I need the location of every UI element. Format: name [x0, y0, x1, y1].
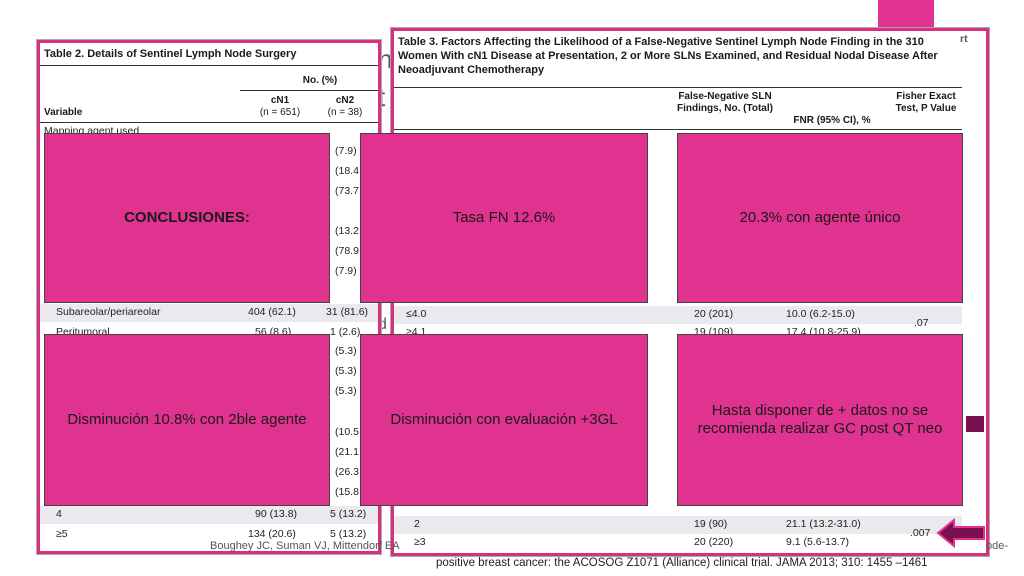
- table-row-label: Subareolar/periareolar: [56, 306, 161, 318]
- col-fn-header: False-Negative SLN Findings, No. (Total): [677, 91, 773, 114]
- decorative-tab: [878, 0, 934, 30]
- table-cell-fragment: (5.3): [335, 345, 357, 357]
- table-row-band: [394, 306, 962, 324]
- single-agent-box: 20.3% con agente único: [677, 133, 963, 303]
- table-cell-fragment: (5.3): [335, 385, 357, 397]
- col-variable-header: Variable: [44, 107, 83, 118]
- divider: [394, 129, 962, 130]
- background-text-fragment: n: [378, 44, 393, 74]
- table-row-label: ≥3: [414, 536, 426, 548]
- table-cell-fragment: (21.1: [335, 446, 359, 458]
- dual-agent-box: Disminución 10.8% con 2ble agente: [44, 334, 330, 506]
- table-cell: 20 (220): [694, 536, 734, 548]
- col-cn1-n: (n = 651): [259, 107, 301, 118]
- col-cn2-n: (n = 38): [327, 107, 363, 118]
- table-row-label: 2: [414, 518, 420, 530]
- p-value: .07: [914, 317, 929, 329]
- p-value: .007: [910, 527, 931, 539]
- divider: [40, 122, 378, 123]
- col-cn1-header: cN1: [270, 95, 290, 106]
- table-cell-fragment: (7.9): [335, 265, 357, 277]
- table2-title: Table 2. Details of Sentinel Lymph Node …: [44, 48, 297, 60]
- table-cell: 5 (13.2): [330, 508, 367, 520]
- fn-rate-box: Tasa FN 12.6%: [360, 133, 648, 303]
- col-cn2-header: cN2: [335, 95, 355, 106]
- divider: [40, 65, 378, 66]
- table-cell: 21.1 (13.2-31.0): [786, 518, 861, 530]
- col-p-header: Fisher Exact Test, P Value: [895, 91, 957, 114]
- divider: [240, 90, 378, 91]
- table-row-band: [40, 506, 378, 524]
- col-fnr-header: FNR (95% CI), %: [793, 115, 871, 126]
- table-cell-fragment: (78.9: [335, 245, 359, 257]
- table-cell: 31 (81.6): [326, 306, 369, 318]
- table-cell-fragment: (18.4: [335, 165, 359, 177]
- table-row-label: ≥5: [56, 528, 68, 540]
- table-cell-fragment: (7.9): [335, 145, 357, 157]
- table-cell: 20 (201): [694, 308, 734, 320]
- table-cell-fragment: (10.5: [335, 426, 359, 438]
- decorative-square: [966, 416, 984, 432]
- three-nodes-box: Disminución con evaluación +3GL: [360, 334, 648, 506]
- table-cell: 1 (2.6): [330, 326, 361, 338]
- divider: [394, 87, 962, 88]
- table-cell: 134 (20.6): [248, 528, 296, 540]
- reference-right: ode-: [986, 540, 1009, 552]
- recommendation-box: Hasta disponer de + datos no se recomien…: [677, 334, 963, 506]
- reference-line-2: positive breast cancer: the ACOSOG Z1071…: [436, 557, 928, 569]
- table-cell-fragment: (13.2: [335, 225, 359, 237]
- table-row-label: ≤4.0: [406, 308, 427, 320]
- table-cell: 404 (62.1): [248, 306, 296, 318]
- table-cell: 90 (13.8): [255, 508, 298, 520]
- table-cell: 19 (90): [694, 518, 728, 530]
- back-arrow-icon[interactable]: [936, 517, 986, 549]
- table-row-band: [40, 304, 378, 322]
- table-cell: 5 (13.2): [330, 528, 367, 540]
- reference-line-1: Boughey JC, Suman VJ, Mittendorf EA ode-: [210, 540, 1020, 558]
- reference-left: Boughey JC, Suman VJ, Mittendorf EA: [210, 540, 400, 552]
- conclusions-box: CONCLUSIONES:: [44, 133, 330, 303]
- col-group-header: No. (%): [302, 75, 338, 86]
- table-cell-fragment: (73.7: [335, 185, 359, 197]
- table-cell: 10.0 (6.2-15.0): [786, 308, 855, 320]
- table-cell: 9.1 (5.6-13.7): [786, 536, 850, 548]
- table-row-band: [394, 516, 962, 534]
- table-cell-fragment: (15.8: [335, 486, 359, 498]
- table3-title: Table 3. Factors Affecting the Likelihoo…: [398, 36, 938, 76]
- table-cell-fragment: (5.3): [335, 365, 357, 377]
- table-row-label: 4: [56, 508, 62, 520]
- table-cell-fragment: (26.3: [335, 466, 359, 478]
- background-text-fragment: t: [378, 82, 386, 112]
- background-text-fragment: d: [378, 316, 387, 333]
- partial-header: rt: [960, 33, 968, 45]
